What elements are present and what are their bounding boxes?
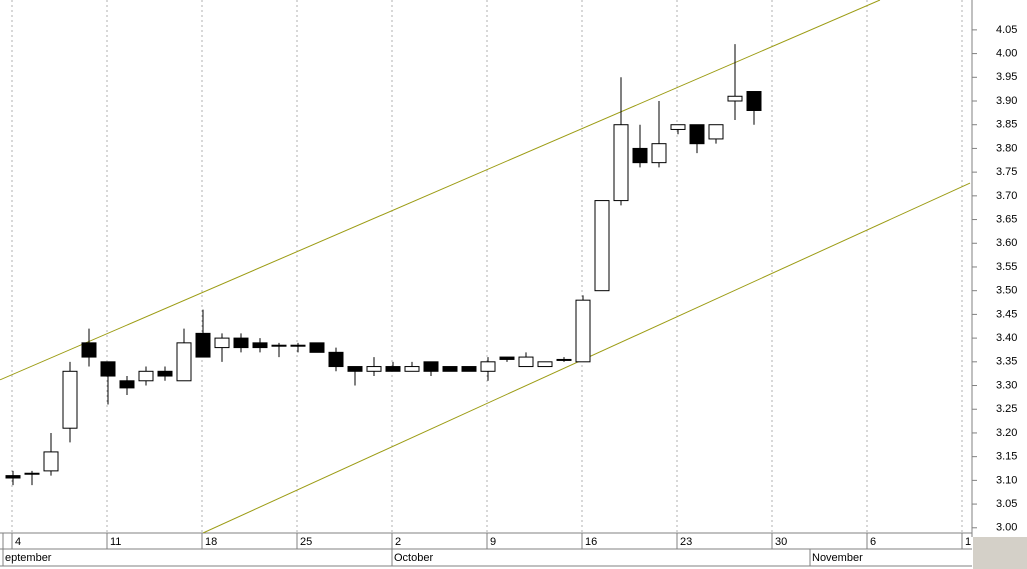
candle-body <box>43 451 59 472</box>
y-tick-label: 3.95 <box>996 71 1017 83</box>
month-label: October <box>394 552 433 564</box>
x-tick-label: 1 <box>965 536 971 548</box>
x-tick-label: 4 <box>15 536 21 548</box>
candle-body <box>309 342 325 353</box>
candle-body <box>708 124 724 140</box>
candle-body <box>119 380 135 389</box>
candle-body <box>100 361 116 377</box>
candle-body <box>746 91 762 111</box>
candle-body <box>499 356 515 360</box>
month-label: eptember <box>5 552 52 564</box>
x-tick-label: 23 <box>680 536 692 548</box>
candle-body <box>290 344 306 347</box>
candle-body <box>271 344 287 347</box>
candle-body <box>195 332 211 358</box>
y-tick-label: 3.60 <box>996 237 1017 249</box>
candle-body <box>689 124 705 145</box>
candle-body <box>556 358 572 361</box>
y-tick-label: 3.00 <box>996 522 1017 534</box>
candle-body <box>461 366 477 372</box>
y-tick-label: 3.25 <box>996 403 1017 415</box>
month-label: November <box>812 552 863 564</box>
candle-body <box>670 124 686 130</box>
candle-body <box>5 475 21 479</box>
y-tick-label: 3.10 <box>996 474 1017 486</box>
y-tick-label: 3.80 <box>996 142 1017 154</box>
y-tick-label: 3.90 <box>996 95 1017 107</box>
y-tick-label: 3.50 <box>996 285 1017 297</box>
y-tick-label: 3.65 <box>996 213 1017 225</box>
candle-body <box>518 356 534 368</box>
candle-body <box>594 200 610 292</box>
candle-body <box>81 342 97 358</box>
candle-body <box>233 337 249 349</box>
y-tick-label: 4.05 <box>996 24 1017 36</box>
candle-body <box>613 124 629 202</box>
x-tick-label: 25 <box>300 536 312 548</box>
x-tick-label: 11 <box>110 536 121 548</box>
y-tick-label: 3.30 <box>996 379 1017 391</box>
candle-body <box>62 370 78 429</box>
y-tick-label: 3.45 <box>996 308 1017 320</box>
candle-body <box>537 361 553 368</box>
x-tick-label: 16 <box>585 536 597 548</box>
x-tick-label: 30 <box>775 536 787 548</box>
x-tick-label: 6 <box>870 536 876 548</box>
trend-line <box>0 0 881 381</box>
y-tick-label: 4.00 <box>996 47 1017 59</box>
y-tick-label: 3.35 <box>996 356 1017 368</box>
candle-body <box>404 366 420 372</box>
candle-body <box>385 366 401 372</box>
x-tick-label: 2 <box>395 536 401 548</box>
y-tick-label: 3.15 <box>996 451 1017 463</box>
candle-body <box>651 143 667 164</box>
candle-body <box>214 337 230 349</box>
y-tick-label: 3.20 <box>996 427 1017 439</box>
y-tick-label: 3.75 <box>996 166 1017 178</box>
x-tick-label: 9 <box>490 536 496 548</box>
candle-body <box>157 370 173 377</box>
candle-body <box>442 366 458 372</box>
candle-body <box>138 370 154 382</box>
candle-body <box>575 299 591 363</box>
y-tick-label: 3.05 <box>996 498 1017 510</box>
candle-body <box>423 361 439 372</box>
y-tick-label: 3.40 <box>996 332 1017 344</box>
candle-body <box>328 351 344 368</box>
y-tick-label: 3.70 <box>996 190 1017 202</box>
x-tick-label: 18 <box>205 536 217 548</box>
corner-box <box>973 537 1027 569</box>
candle-body <box>480 361 496 372</box>
candle-body <box>252 342 268 349</box>
y-tick-label: 3.55 <box>996 261 1017 273</box>
candle-body <box>366 366 382 372</box>
candle-body <box>347 366 363 372</box>
candle-body <box>24 472 40 475</box>
candle-body <box>632 147 648 164</box>
candle-body <box>176 342 192 382</box>
candle-body <box>727 95 743 102</box>
y-tick-label: 3.85 <box>996 119 1017 131</box>
